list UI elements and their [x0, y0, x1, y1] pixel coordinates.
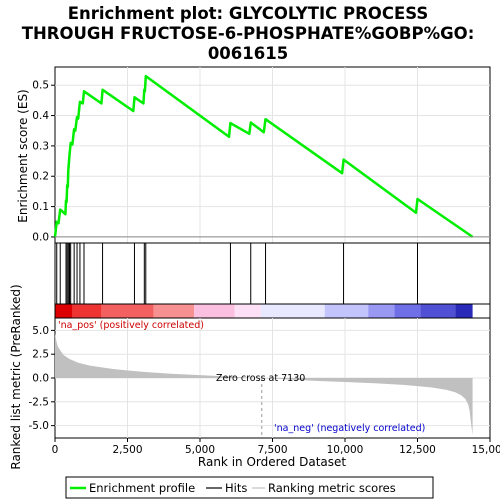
es-y-tick-label: 0.2 [32, 171, 49, 183]
legend: Enrichment profile Hits Ranking metric s… [65, 476, 434, 499]
x-tick-label: 10,000 [327, 444, 364, 456]
heatmap-segment [324, 304, 369, 318]
heatmap-segment [72, 304, 102, 318]
metric-panel: -5.0 -2.5 0.0 2.5 5.0 'na_pos' (positively c… [29, 317, 491, 439]
zero-cross-annotation: Zero cross at 7130 [216, 373, 305, 384]
es-y-tick-label: 0.0 [32, 231, 49, 243]
x-tick-label: 7,500 [257, 444, 287, 456]
x-tick-label: 2,500 [112, 444, 142, 456]
chart-title-line-2: THROUGH FRUCTOSE-6-PHOSPHATE%GOBP%GO: [22, 24, 475, 43]
es-y-ticks: 0.0 0.1 0.2 0.3 0.4 0.5 [32, 80, 55, 243]
x-tick-label: 12,500 [399, 444, 436, 456]
es-y-tick-label: 0.5 [32, 80, 49, 92]
metric-y-ticks: -5.0 -2.5 0.0 2.5 5.0 [29, 325, 55, 432]
chart-title-line-3: 0061615 [208, 44, 288, 63]
na-neg-annotation: 'na_neg' (negatively correlated) [274, 423, 425, 434]
chart-title-line-1: Enrichment plot: GLYCOLYTIC PROCESS [68, 4, 429, 23]
x-tick-label: 15,000 [472, 444, 500, 456]
es-panel: 0.0 0.1 0.2 0.3 0.4 0.5 [32, 66, 491, 244]
hits-panel [54, 242, 491, 305]
heatmap-segment [368, 304, 395, 318]
metric-y-tick-label: 0.0 [32, 373, 49, 385]
metric-y-tick-label: 2.5 [32, 349, 49, 361]
hit-marks [56, 243, 418, 304]
x-axis-label: Rank in Ordered Dataset [198, 455, 346, 469]
heatmap-segment [194, 304, 235, 318]
metric-y-tick-label: -5.0 [29, 420, 50, 432]
heatmap-segment [420, 304, 456, 318]
heatmap-segment [260, 304, 325, 318]
legend-metric-label: Ranking metric scores [268, 481, 396, 495]
legend-enrichment-label: Enrichment profile [89, 481, 195, 495]
legend-hits-label: Hits [225, 481, 247, 495]
heatmap-segment [101, 304, 154, 318]
heatmap-segment [55, 304, 73, 318]
enrichment-profile-line [53, 74, 474, 238]
metric-y-axis-label: Ranked list metric (PreRanked) [9, 284, 23, 469]
heatmap-segment [394, 304, 421, 318]
metric-y-tick-label: -2.5 [29, 396, 50, 408]
na-pos-annotation: 'na_pos' (positively correlated) [58, 320, 204, 331]
hits-panel-frame [54, 242, 491, 305]
es-y-tick-label: 0.4 [32, 110, 49, 122]
rank-heatmap-bar [55, 304, 473, 318]
es-y-tick-label: 0.1 [32, 201, 49, 213]
es-y-axis-label: Enrichment score (ES) [16, 89, 30, 222]
x-tick-label: 5,000 [185, 444, 215, 456]
es-y-tick-label: 0.3 [32, 140, 49, 152]
x-tick-label: 0 [52, 444, 59, 456]
heatmap-segment [234, 304, 261, 318]
x-axis-ticks: 0 2,500 5,000 7,500 10,000 12,500 15,000 [52, 438, 500, 456]
legend-frame [65, 476, 434, 499]
heatmap-segment [455, 304, 473, 318]
heatmap-segment [153, 304, 195, 318]
metric-y-tick-label: 5.0 [32, 325, 49, 337]
